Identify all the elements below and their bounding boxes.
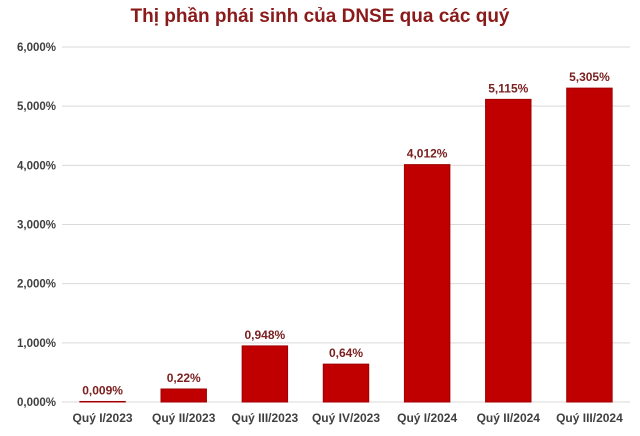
- data-label: 0,22%: [167, 371, 201, 385]
- bar: [160, 388, 207, 403]
- x-tick-label: Quý III/2024: [556, 411, 623, 425]
- bar: [79, 400, 126, 403]
- x-tick-label: Quý II/2023: [152, 411, 216, 425]
- bar: [241, 345, 289, 403]
- x-tick-label: Quý IV/2023: [312, 411, 380, 425]
- data-label: 0,64%: [329, 346, 363, 360]
- bar: [322, 363, 370, 403]
- y-tick-label: 6,000%: [17, 42, 56, 54]
- data-label: 5,115%: [488, 81, 528, 95]
- bar: [485, 98, 532, 403]
- y-tick-label: 4,000%: [17, 160, 56, 172]
- y-tick-label: 2,000%: [17, 279, 56, 291]
- data-label: 0,009%: [82, 383, 123, 397]
- y-tick-label: 0,000%: [17, 397, 56, 409]
- y-tick-label: 1,000%: [17, 338, 56, 350]
- y-tick-label: 5,000%: [17, 101, 56, 113]
- bar: [403, 164, 451, 403]
- x-tick-label: Quý II/2024: [477, 411, 541, 425]
- chart-title: Thị phần phái sinh của DNSE qua các quý: [130, 6, 510, 27]
- bar: [566, 87, 613, 403]
- y-tick-label: 3,000%: [17, 220, 56, 232]
- x-tick-label: Quý I/2024: [397, 411, 457, 425]
- x-tick-label: Quý I/2023: [73, 411, 133, 425]
- data-label: 0,948%: [245, 328, 286, 342]
- data-label: 5,305%: [569, 70, 610, 84]
- data-label: 4,012%: [407, 147, 448, 161]
- x-tick-label: Quý III/2023: [232, 411, 299, 425]
